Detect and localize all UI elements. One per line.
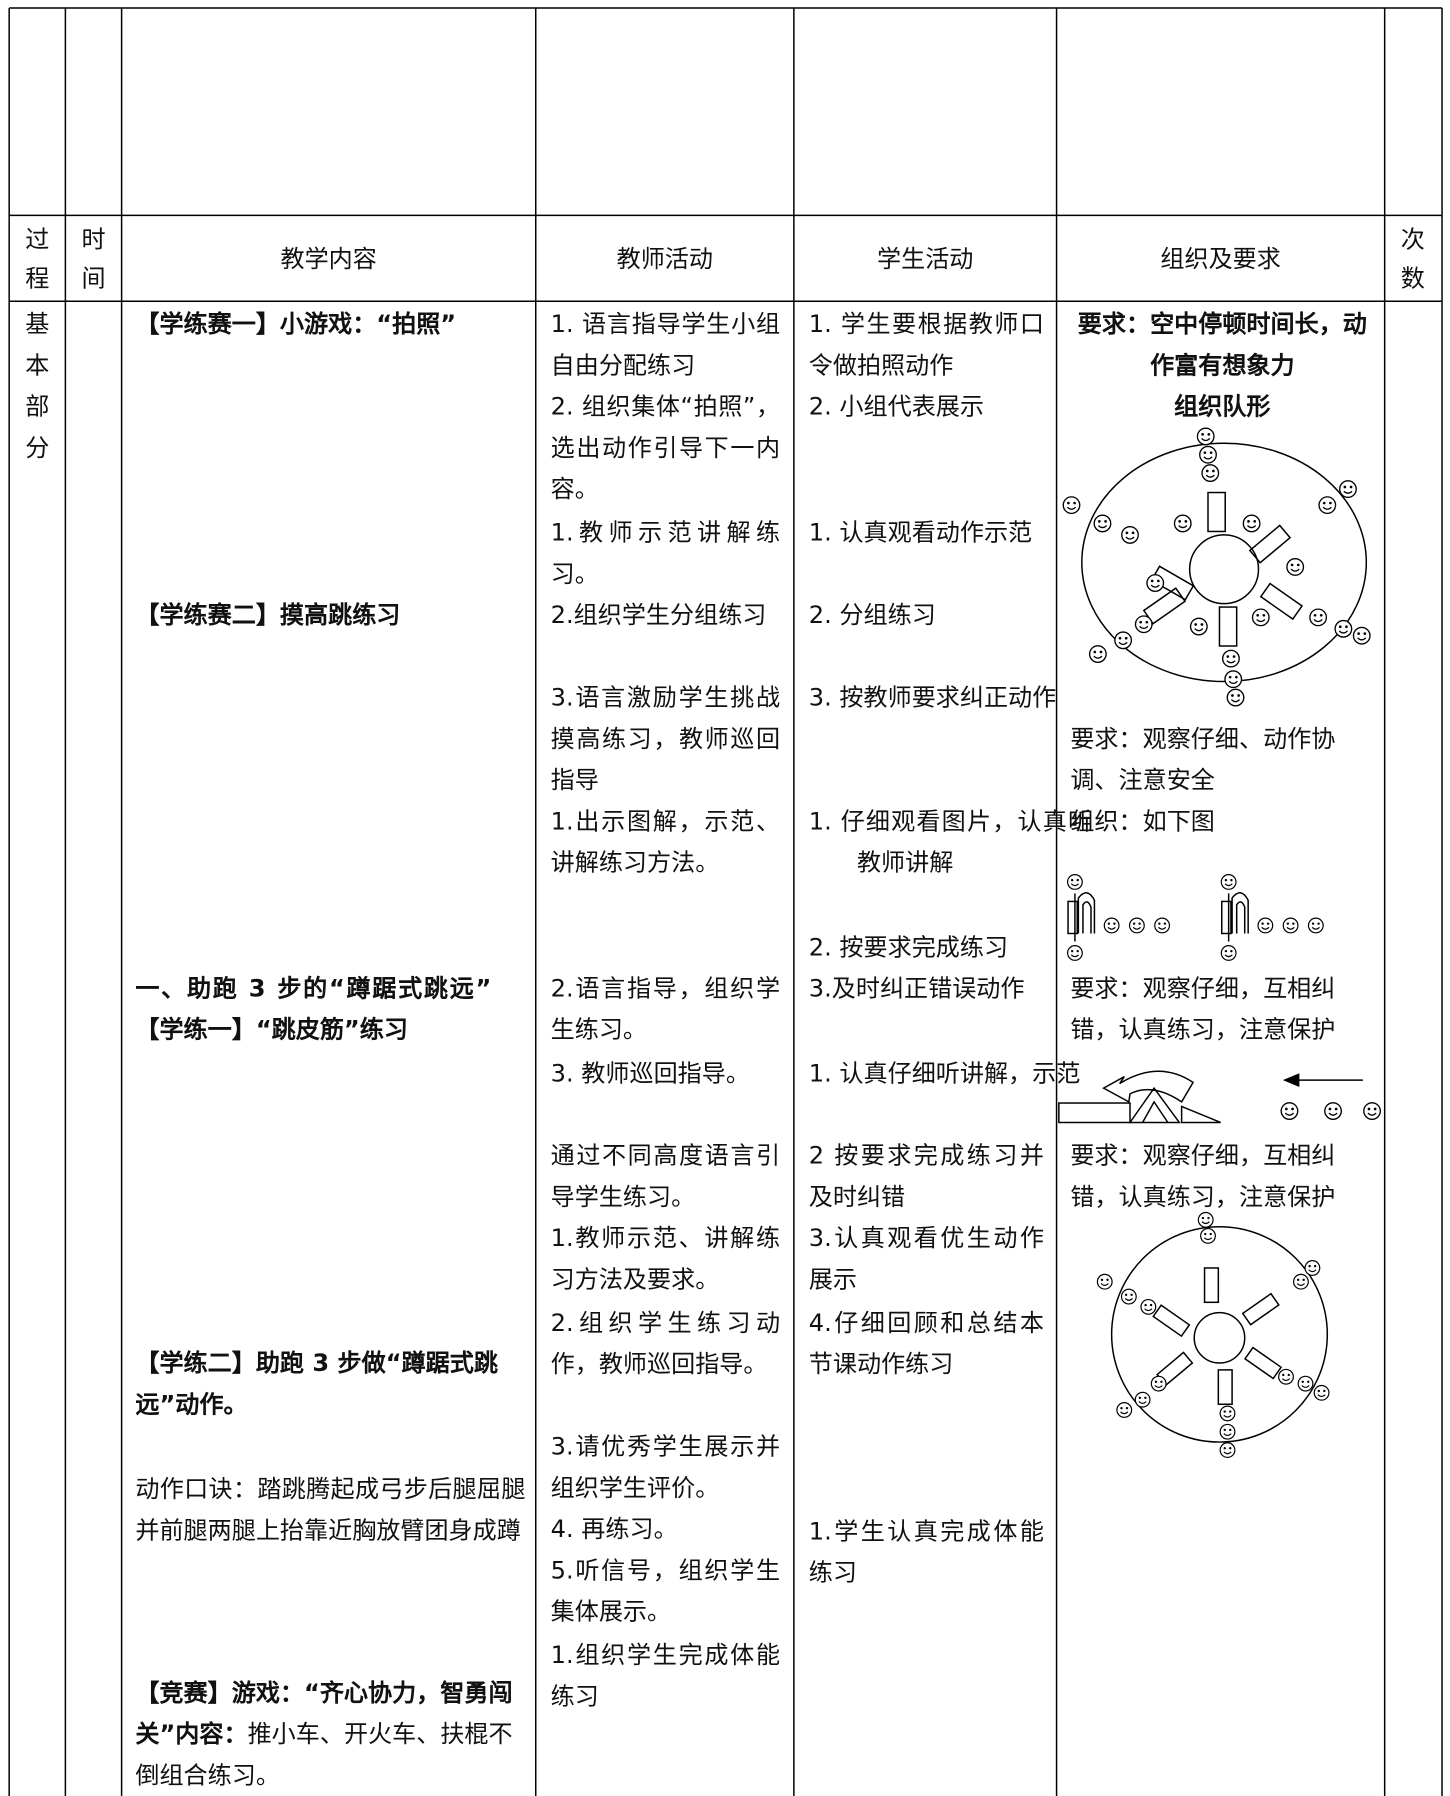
organization-item: 要求：观察仔细，互相纠错，认真练习，注意保护	[1070, 974, 1336, 1044]
stage: 基本部分	[25, 310, 50, 462]
student-activity: 3.认真观看优生动作展示	[808, 1224, 1044, 1294]
student-activity: 2. 按要求完成练习	[808, 933, 1009, 961]
student-activity: 3. 按教师要求纠正动作	[808, 683, 1057, 712]
teacher-activity: 1.组织学生完成体能练习	[550, 1641, 781, 1711]
teacher-activity: 2.语言指导，组织学生练习。	[550, 974, 781, 1044]
organization-item: 组织队形	[1174, 392, 1271, 421]
rope-diagram	[1066, 874, 1324, 961]
student-activity: 1. 认真仔细听讲解，示范	[808, 1059, 1081, 1087]
teacher-activity: 2.组织学生分组练习	[550, 601, 767, 629]
teacher-activity: 通过不同高度语言引导学生练习。	[550, 1141, 781, 1211]
content-item: 【学练赛二】摸高跳练习	[135, 601, 401, 629]
student-activity: 2. 分组练习	[808, 601, 936, 629]
organization-item: 要求：空中停顿时间长，动作富有想象力	[1077, 310, 1367, 380]
teacher-activity: 2. 组织集体“拍照”，选出动作引导下一内容。	[550, 392, 781, 503]
student-activity: 1.学生认真完成体能练习	[808, 1517, 1044, 1587]
teacher-activity: 2.组织学生练习动作，教师巡回指导。	[550, 1309, 781, 1378]
student-activity: 3.及时纠正错误动作	[808, 974, 1025, 1003]
header-cell: 次数	[1400, 225, 1425, 293]
content-item: 【学练赛一】小游戏：“拍照”	[135, 310, 457, 338]
teacher-activity: 4. 再练习。	[550, 1515, 678, 1543]
content-label: 【竞赛】游戏：“齐心协力，智勇闯关”内容：	[135, 1679, 513, 1748]
student-activity: 1. 认真观看动作示范	[808, 518, 1033, 547]
grid-lines	[8, 7, 1443, 1796]
circle-diagram	[1096, 1211, 1330, 1459]
teacher-activity: 3.请优秀学生展示并组织学生评价。	[550, 1432, 781, 1502]
teacher-activity: 1. 语言指导学生小组自由分配练习	[550, 310, 781, 380]
content-item: 【学练二】助跑 3 步做“蹲踞式跳远”动作。	[135, 1349, 498, 1419]
student-activity: 4.仔细回顾和总结本节课动作练习	[808, 1309, 1044, 1378]
teacher-activity: 1.出示图解，示范、讲解练习方法。	[550, 807, 781, 877]
teacher-activity: 3. 教师巡回指导。	[550, 1059, 750, 1087]
header-cell: 学生活动	[877, 245, 974, 273]
header-cell: 组织及要求	[1160, 245, 1281, 273]
content-text: 推小车、开火车、扶棍不倒组合练习。	[135, 1720, 513, 1790]
header-cell: 教学内容	[280, 245, 377, 273]
content-item: 一、助跑 3 步的“蹲踞式跳远”	[135, 974, 494, 1003]
teacher-activity: 5.听信号，组织学生集体展示。	[550, 1556, 781, 1626]
jump-diagram	[1058, 1070, 1381, 1124]
student-activity: 1. 仔细观看图片，认真听教师讲解	[808, 807, 1093, 877]
student-activity: 1. 学生要根据教师口令做拍照动作	[808, 310, 1044, 380]
formation-diagram	[1062, 427, 1371, 707]
student-activity: 2 按要求完成练习并及时纠错	[808, 1141, 1044, 1211]
teacher-activity: 1.教师示范、讲解练习方法及要求。	[550, 1224, 781, 1294]
teacher-activity: 1.教师示范讲解练习。	[550, 518, 781, 588]
content-item: 动作口诀：踏跳腾起成弓步后腿屈腿并前腿两腿上抬靠近胸放臂团身成蹲	[135, 1475, 526, 1544]
organization-item: 要求：观察仔细、动作协调、注意安全	[1070, 725, 1336, 794]
organization-item: 组织：如下图	[1070, 807, 1215, 835]
content-item: 【学练一】“跳皮筋”练习	[135, 1015, 408, 1044]
student-activity: 2. 小组代表展示	[808, 392, 984, 421]
header-cell: 过程	[25, 225, 50, 293]
organization-item: 要求：观察仔细，互相纠错，认真练习，注意保护	[1070, 1141, 1336, 1211]
header-cell: 时间	[81, 225, 106, 293]
content-item: 【竞赛】游戏：“齐心协力，智勇闯关”内容：推小车、开火车、扶棍不倒组合练习。	[135, 1672, 525, 1796]
teacher-activity: 3.语言激励学生挑战摸高练习，教师巡回指导	[550, 683, 781, 794]
header-cell: 教师活动	[616, 245, 713, 273]
